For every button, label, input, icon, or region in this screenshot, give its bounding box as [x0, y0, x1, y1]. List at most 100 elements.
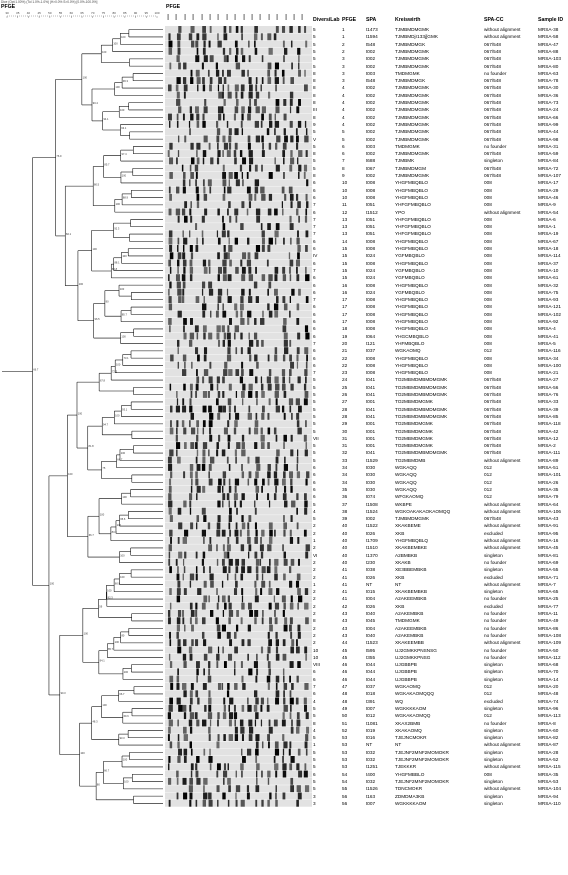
cell-pfge: 15: [342, 260, 348, 266]
gel-band: [304, 500, 308, 508]
cell-pfge: 3: [342, 56, 345, 62]
cell-sample-id: MRSA-76: [538, 392, 559, 397]
cell-sample-id: MRSA-107: [538, 173, 561, 178]
gel-band: [248, 391, 253, 398]
table-row: 5 32 t041 TO2MBMDMBMDMGMK 067/548 MRSA-111: [312, 449, 568, 456]
gel-band: [268, 369, 272, 376]
gel-band: [305, 208, 308, 216]
gel-band: [182, 325, 185, 333]
table-row: 5 25 t041 TO2MBMDMBMDMGMK 067/548 MRSA-56: [312, 384, 568, 391]
gel-band: [189, 383, 193, 391]
gel-band: [291, 62, 293, 70]
gel-band: [169, 120, 171, 128]
cell-spa-cc: 008: [484, 282, 492, 288]
gel-band: [182, 653, 187, 661]
gel-band: [177, 734, 180, 741]
gel-band: [274, 602, 280, 610]
gel-band: [268, 588, 273, 595]
gel-band: [248, 193, 253, 201]
gel-band: [175, 208, 181, 216]
table-row: V 5 t002 TJMBMDMGMK 067/548 MRSA-98: [312, 136, 568, 143]
gel-band: [216, 602, 219, 610]
gel-band: [208, 376, 213, 384]
gel-band: [236, 442, 241, 449]
cell-spa: t008: [366, 311, 376, 317]
cell-pfge: 6: [342, 151, 345, 157]
node-similarity-label: 85.7: [122, 312, 128, 316]
cell-spa: t004: [366, 625, 376, 631]
cell-spa: t008: [366, 238, 376, 244]
gel-band: [190, 427, 196, 435]
gel-band: [306, 726, 310, 734]
gel-band: [261, 150, 265, 157]
gel-band: [296, 573, 301, 581]
gel-band: [242, 383, 246, 391]
table-row: 5 3 t002 TJMBMDMGMK 067/548 MRSA-80: [312, 63, 568, 70]
gel-band: [169, 631, 171, 639]
gel-band: [176, 588, 181, 595]
cell-sample-id: MRSA-9: [538, 202, 556, 208]
gel-band: [177, 237, 180, 245]
gel-band: [240, 310, 243, 318]
cell-diversilab: 10: [313, 654, 319, 660]
gel-band: [246, 785, 250, 793]
cell-kreiswirth: TJMBMDMGMK: [395, 114, 430, 120]
gel-band: [240, 799, 245, 807]
cell-spa-cc: without alignment: [484, 34, 521, 40]
gel-band: [208, 478, 213, 486]
gel-band: [182, 113, 185, 121]
gel-band: [241, 704, 245, 712]
cell-diversilab: 7: [313, 684, 316, 689]
gel-band: [229, 507, 232, 515]
gel-band: [216, 383, 219, 391]
gel-band: [275, 106, 280, 114]
gel-band: [241, 442, 245, 449]
gel-band: [202, 391, 208, 398]
gel-band: [298, 405, 302, 413]
gel-band: [195, 471, 198, 479]
gel-band: [222, 405, 226, 413]
table-row: 8 6 t002 TJMBMDMGMK 067/548 MRSA-59: [312, 150, 568, 157]
cell-diversilab: 5: [313, 757, 316, 762]
gel-band: [256, 339, 259, 347]
gel-band: [176, 683, 180, 690]
cell-pfge: 6: [342, 143, 345, 149]
table-row: 7 17 t008 YHGFMBQBLO 008 MRSA-93: [312, 296, 568, 303]
gel-band: [254, 522, 257, 530]
gel-band: [233, 113, 236, 121]
table-row: 5 7 t688 TJMBMK singleton MRSA-84: [312, 157, 568, 164]
gel-lane: [165, 515, 312, 522]
cell-spa: t041: [366, 392, 376, 397]
cell-spa-cc: singleton: [484, 705, 503, 711]
gel-band: [241, 449, 246, 457]
gel-band: [242, 179, 244, 187]
gel-band: [268, 668, 271, 676]
gel-band: [227, 274, 232, 282]
gel-band: [167, 734, 170, 741]
gel-band: [296, 799, 299, 807]
cell-diversilab: 5: [313, 129, 316, 135]
gel-band: [305, 150, 308, 157]
gel-band: [275, 770, 278, 778]
table-row: 2 41 t004 A2AKEEMBKB no founder MRSA-25: [312, 595, 568, 602]
gel-band: [177, 668, 179, 676]
gel-band: [223, 142, 228, 150]
gel-band: [203, 595, 208, 603]
gel-lane: [165, 624, 312, 632]
gel-band: [169, 281, 172, 289]
cell-pfge: 16: [342, 289, 348, 295]
cell-diversilab: 7: [313, 340, 316, 346]
gel-band: [289, 223, 294, 230]
cell-spa: t002: [366, 129, 376, 135]
node-similarity-label: 90.3: [61, 691, 67, 695]
gel-band: [177, 646, 182, 654]
gel-band: [227, 296, 232, 303]
gel-band: [223, 33, 228, 41]
gel-band: [255, 529, 258, 537]
cell-pfge: 43: [342, 618, 348, 624]
gel-band: [168, 464, 173, 471]
gel-band: [182, 288, 185, 296]
gel-band: [195, 690, 199, 698]
table-row: VI 40 t1370 A2BMBKB singleton MRSA-81: [312, 552, 568, 559]
cell-kreiswirth: WGKAKAOMQQ: [395, 713, 431, 719]
